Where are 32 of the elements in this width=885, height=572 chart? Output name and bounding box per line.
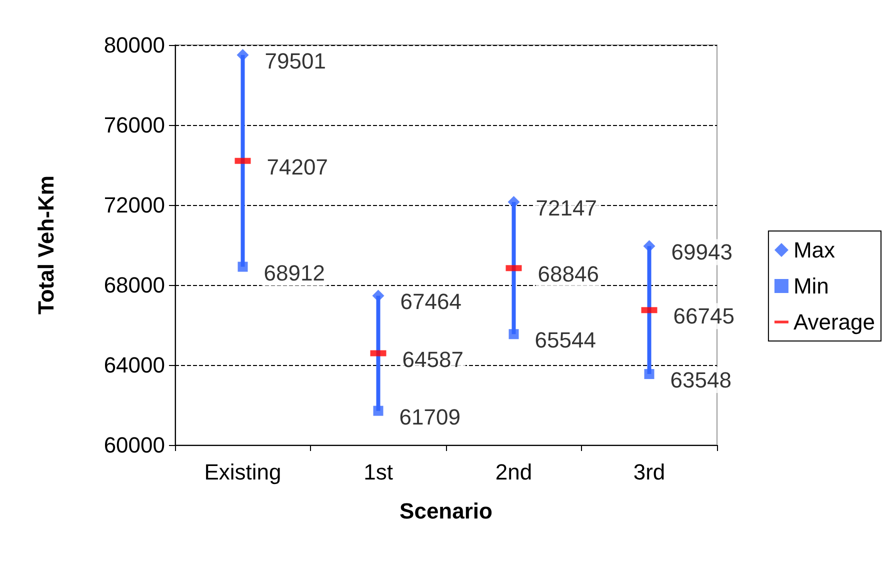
data-label: 64587	[402, 346, 464, 372]
data-label: 74207	[266, 154, 328, 180]
point	[508, 329, 519, 340]
data-label: 63548	[670, 368, 732, 393]
data-label: 61709	[399, 404, 460, 430]
data-label: 65544	[534, 328, 596, 353]
data-label: 66745	[673, 304, 734, 329]
data-label: 67464	[400, 289, 462, 314]
y-tick-label: 68000	[104, 272, 165, 298]
x-tick-label: 1st	[364, 460, 393, 484]
point	[373, 406, 384, 416]
x-tick-label: Existing	[204, 460, 282, 484]
point	[644, 369, 654, 380]
legend-label: Min	[793, 274, 829, 298]
data-label: 72147	[536, 196, 597, 221]
data-label: 79501	[264, 48, 326, 74]
y-tick-label: 64000	[104, 352, 165, 378]
point	[236, 48, 249, 61]
legend-label: Average	[793, 310, 876, 334]
point	[238, 262, 248, 272]
y-tick-label: 76000	[104, 112, 165, 138]
y-tick-label: 72000	[104, 192, 165, 218]
legend-label: Max	[793, 238, 836, 262]
y-tick-label: 60000	[104, 432, 165, 458]
y-axis-title: Total Veh-Km	[34, 176, 58, 314]
y-tick-label: 80000	[104, 32, 165, 58]
x-tick-label: 2nd	[495, 460, 532, 484]
data-label: 68846	[538, 262, 599, 287]
data-label: 68912	[264, 260, 325, 286]
x-axis-title: Scenario	[400, 498, 492, 524]
data-label: 69943	[671, 240, 732, 265]
x-tick-label: 3rd	[633, 460, 666, 484]
